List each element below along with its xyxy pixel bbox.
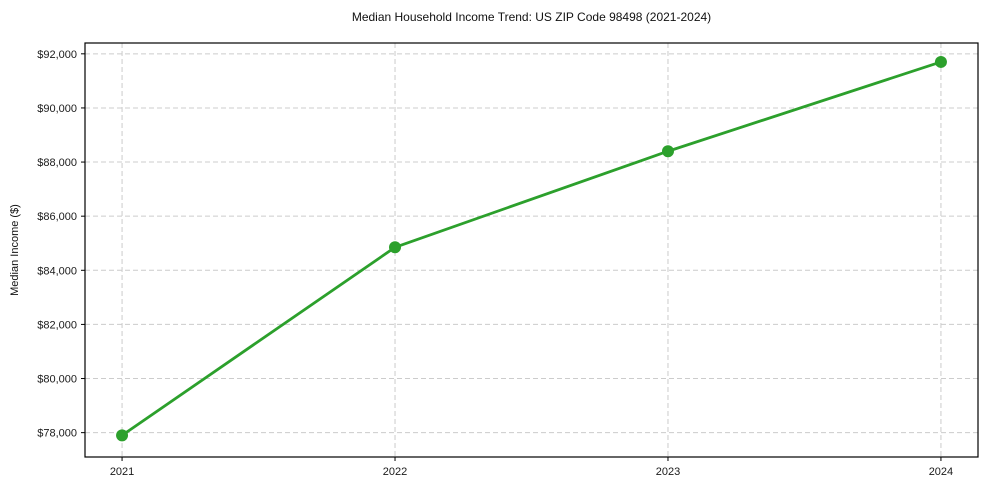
axes-box bbox=[84, 42, 979, 458]
x-tick-label: 2022 bbox=[383, 466, 407, 478]
data-point-marker bbox=[934, 55, 947, 68]
data-point-marker bbox=[389, 241, 402, 254]
y-tick-label: $84,000 bbox=[37, 265, 77, 277]
y-tick-label: $90,000 bbox=[37, 103, 77, 115]
x-tick-label: 2023 bbox=[656, 466, 680, 478]
y-tick-label: $78,000 bbox=[37, 428, 77, 440]
y-tick-label: $92,000 bbox=[37, 49, 77, 61]
data-point-marker bbox=[116, 429, 129, 442]
chart-title: Median Household Income Trend: US ZIP Co… bbox=[351, 10, 712, 24]
y-tick-label: $88,000 bbox=[37, 157, 77, 169]
data-point-marker bbox=[661, 145, 674, 158]
x-tick-label: 2021 bbox=[110, 466, 134, 478]
y-tick-label: $82,000 bbox=[37, 319, 77, 331]
x-tick-label: 2024 bbox=[929, 466, 953, 478]
y-tick-label: $86,000 bbox=[37, 211, 77, 223]
y-axis-label: Median Income ($) bbox=[9, 204, 21, 296]
trend-line bbox=[120, 60, 943, 437]
y-tick-label: $80,000 bbox=[37, 374, 77, 386]
